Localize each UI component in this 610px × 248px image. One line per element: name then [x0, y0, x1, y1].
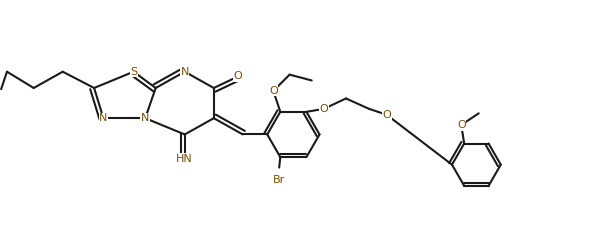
Text: HN: HN: [176, 154, 193, 164]
Text: N: N: [141, 113, 149, 123]
Text: O: O: [320, 104, 328, 114]
Text: N: N: [99, 113, 107, 123]
Text: S: S: [130, 67, 137, 77]
Text: O: O: [457, 120, 465, 130]
Text: O: O: [382, 110, 391, 120]
Text: O: O: [269, 86, 278, 96]
Text: Br: Br: [273, 175, 285, 185]
Text: O: O: [234, 71, 243, 81]
Text: N: N: [181, 67, 189, 77]
